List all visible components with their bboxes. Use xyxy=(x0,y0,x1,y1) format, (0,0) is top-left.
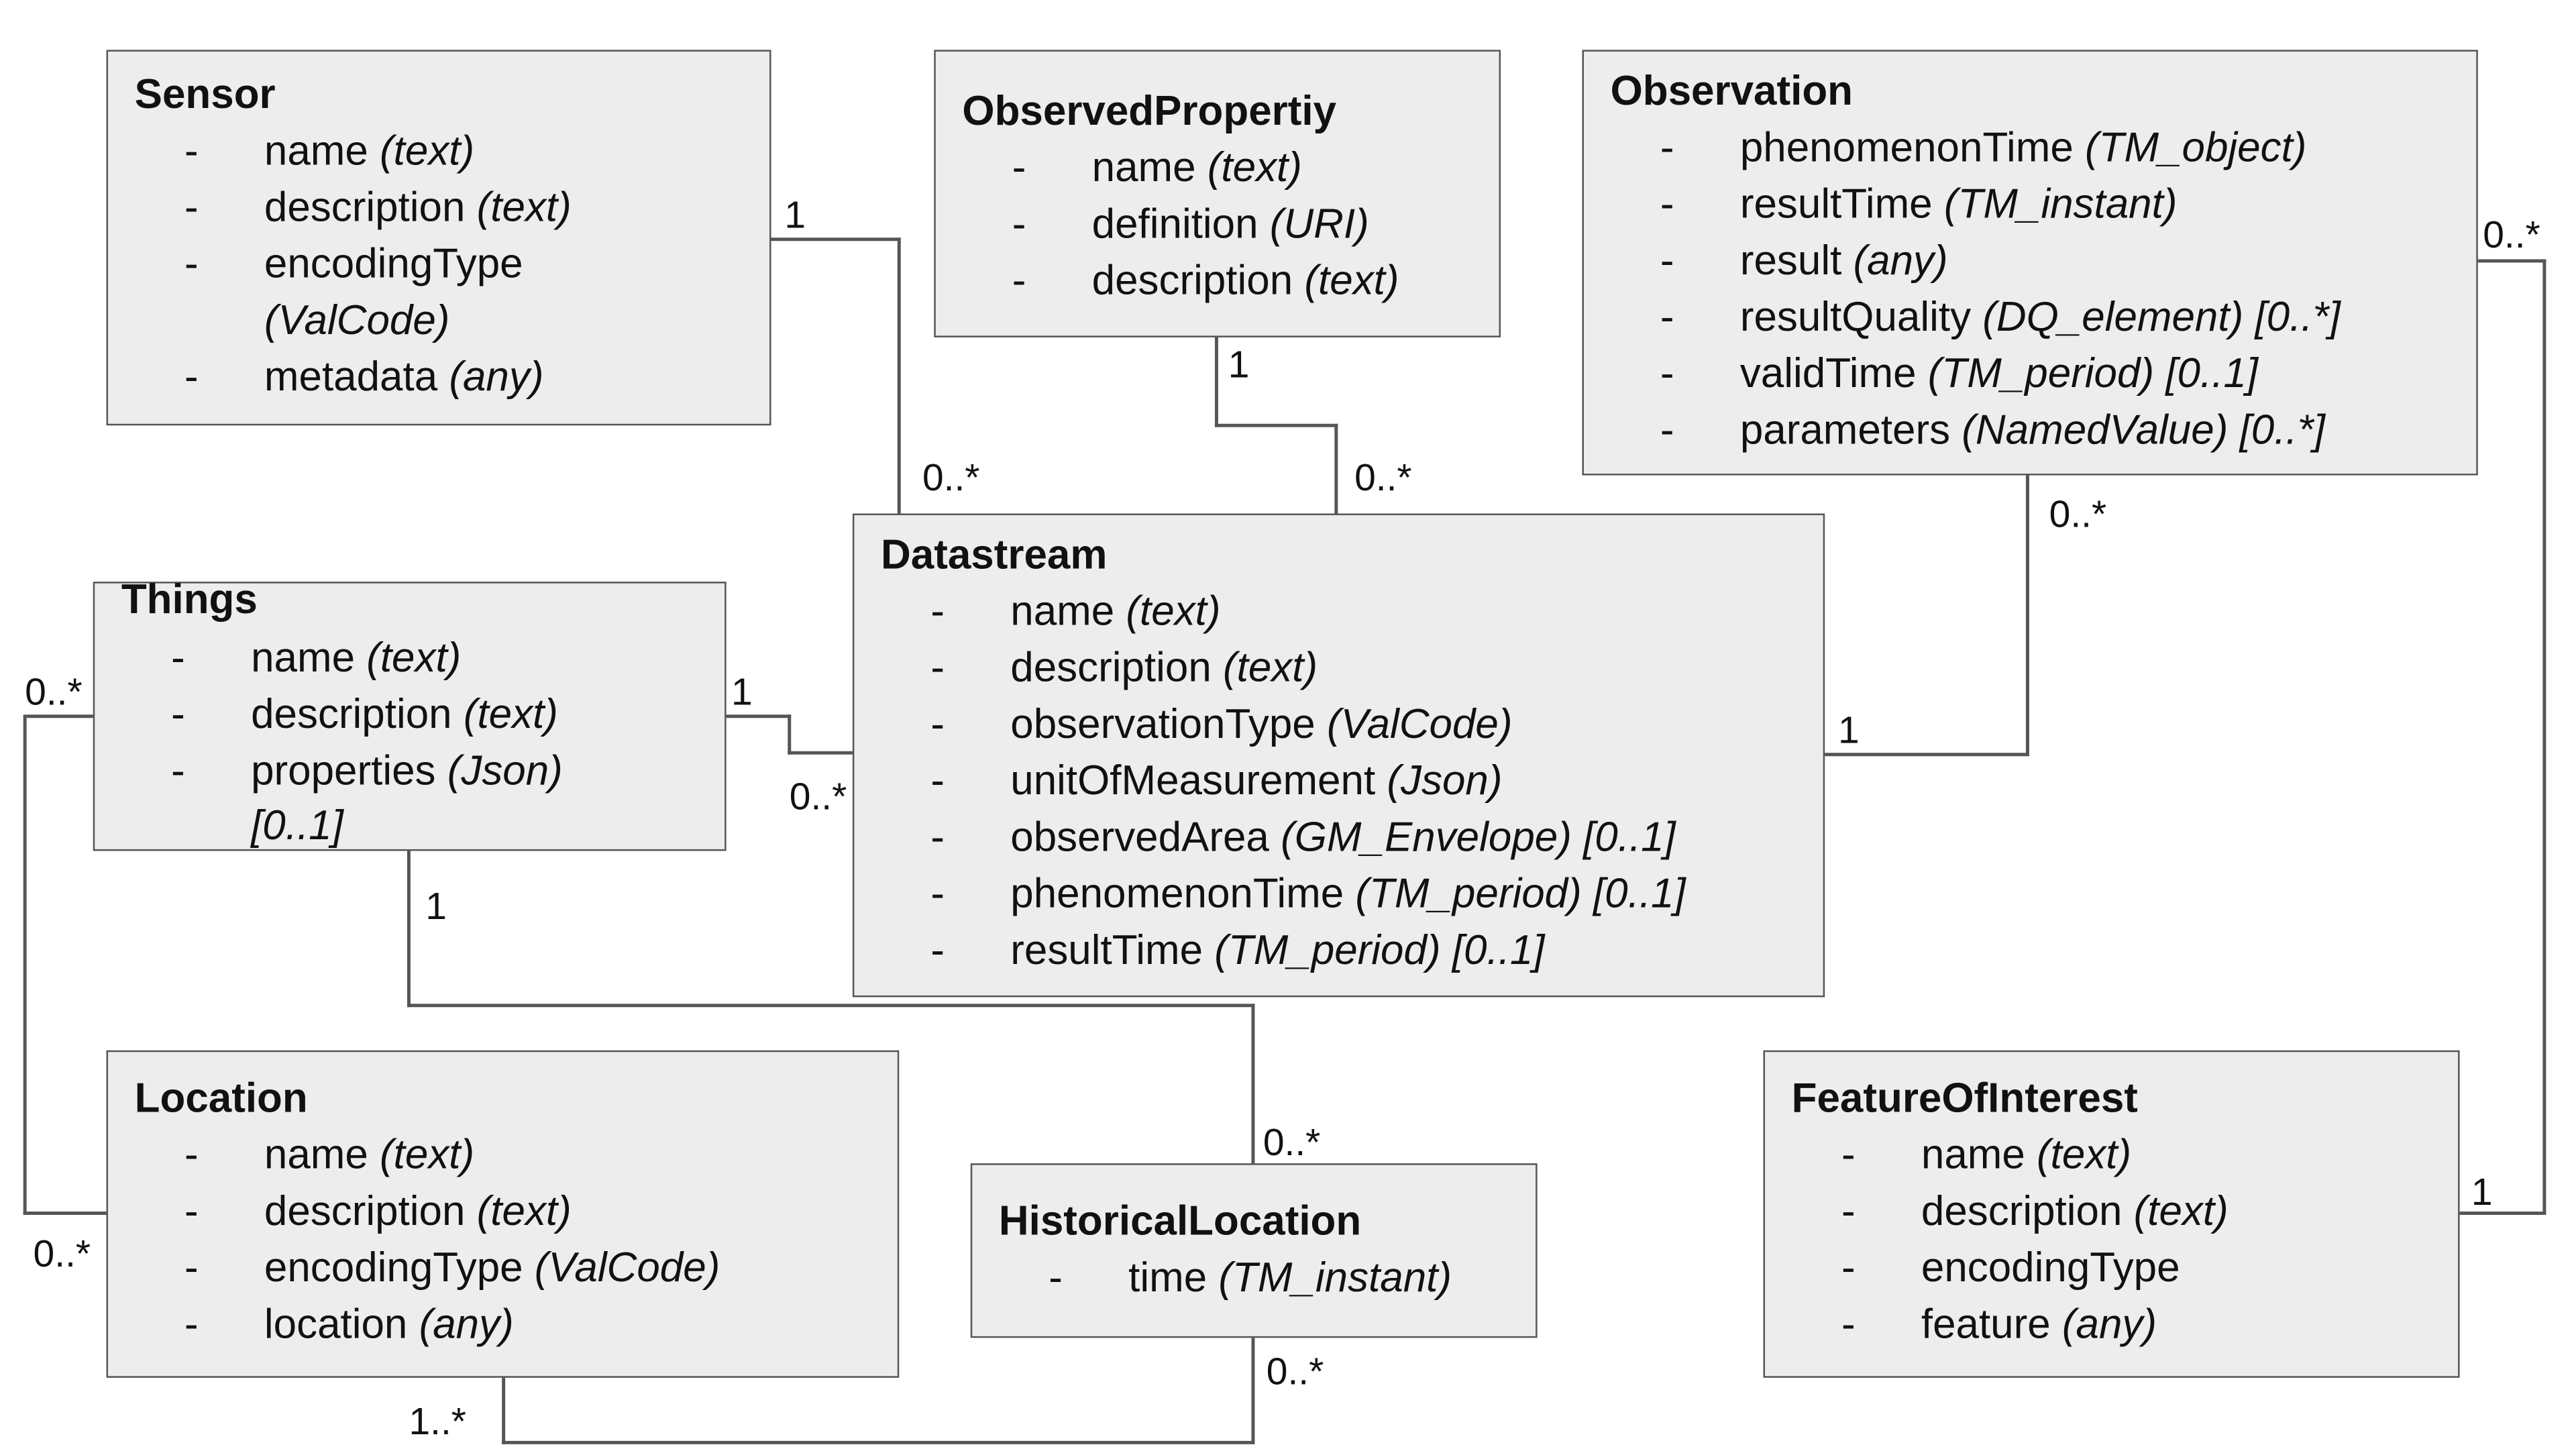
connector-things-datastream xyxy=(724,714,792,718)
connector-location-historicallocation xyxy=(1252,1336,1255,1444)
multiplicity-label: 0..* xyxy=(1266,1349,1324,1393)
connector-observation-datastream xyxy=(1823,753,2029,757)
historical-location-class-title: HistoricalLocation xyxy=(998,1198,1362,1245)
things-class-title: Things xyxy=(121,576,258,624)
multiplicity-label: 0..* xyxy=(922,455,980,499)
multiplicity-label: 0..* xyxy=(25,669,83,713)
sensor-class-box: Sensor - name (text) - description (text) … xyxy=(106,50,771,426)
datastream-class-box: Datastream - name (text) - description (te… xyxy=(852,513,1825,998)
connector-obsprop-datastream xyxy=(1215,335,1218,427)
multiplicity-label: 1 xyxy=(425,883,447,928)
connector-observation-foi xyxy=(2476,259,2546,262)
multiplicity-label: 0..* xyxy=(1263,1120,1321,1164)
multiplicity-label: 0..* xyxy=(1354,455,1412,499)
sensor-class-title: Sensor xyxy=(134,71,276,118)
multiplicity-label: 0..* xyxy=(789,774,847,818)
multiplicity-label: 0..* xyxy=(2483,213,2540,256)
connector-things-historicallocation xyxy=(407,849,411,1008)
observed-property-class-box: ObservedPropertiy - name (text) - definiti… xyxy=(934,50,1501,337)
multiplicity-label: 1 xyxy=(731,669,753,713)
connector-obsprop-datastream xyxy=(1335,424,1338,515)
observation-class-title: Observation xyxy=(1610,68,1853,115)
datastream-class-title: Datastream xyxy=(881,531,1108,579)
multiplicity-label: 1 xyxy=(784,193,806,236)
multiplicity-label: 1 xyxy=(1838,708,1860,751)
connector-location-historicallocation xyxy=(502,1441,1256,1444)
connector-things-historicallocation xyxy=(1252,1004,1255,1166)
multiplicity-label: 0..* xyxy=(33,1231,91,1275)
connector-location-historicallocation xyxy=(502,1376,506,1444)
location-class-title: Location xyxy=(134,1075,308,1122)
observed-property-class-title: ObservedPropertiy xyxy=(962,88,1337,135)
connector-sensor-datastream xyxy=(769,237,901,241)
feature-of-interest-class-title: FeatureOfInterest xyxy=(1791,1075,2138,1122)
historical-location-class-box: HistoricalLocation - time (TM_instant) xyxy=(970,1163,1538,1338)
observation-class-box: Observation - phenomenonTime (TM_object) … xyxy=(1582,50,2478,476)
connector-observation-foi xyxy=(2459,1212,2546,1215)
connector-observation-foi xyxy=(2543,259,2546,1215)
feature-of-interest-class-box: FeatureOfInterest - name (text) - descript… xyxy=(1763,1050,2460,1378)
location-class-box: Location - name (text) - description (text… xyxy=(106,1050,900,1378)
connector-things-location xyxy=(23,714,27,1215)
multiplicity-label: 1 xyxy=(2471,1170,2493,1214)
connector-things-location xyxy=(23,1212,109,1215)
multiplicity-label: 1 xyxy=(1228,342,1250,386)
multiplicity-label: 1..* xyxy=(409,1399,466,1443)
connector-things-datastream xyxy=(788,714,792,755)
connector-things-historicallocation xyxy=(407,1004,1256,1008)
connector-observation-datastream xyxy=(2026,474,2029,757)
things-class-box: Things - name (text) - description (text) … xyxy=(93,577,727,851)
connector-sensor-datastream xyxy=(898,237,901,514)
connector-obsprop-datastream xyxy=(1215,424,1339,427)
connector-things-location xyxy=(26,714,95,718)
connector-things-datastream xyxy=(788,751,855,755)
multiplicity-label: 0..* xyxy=(2049,492,2107,535)
